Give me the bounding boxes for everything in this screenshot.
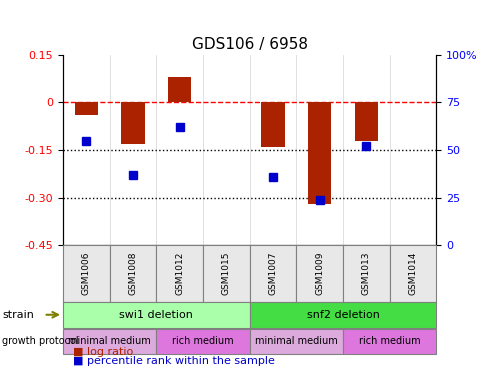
FancyBboxPatch shape — [63, 329, 156, 354]
Text: swi1 deletion: swi1 deletion — [119, 310, 193, 320]
FancyBboxPatch shape — [249, 245, 296, 302]
Bar — [75, 102, 98, 115]
Text: growth protocol: growth protocol — [2, 336, 79, 347]
FancyBboxPatch shape — [63, 245, 109, 302]
Bar — [168, 77, 191, 102]
Text: GSM1015: GSM1015 — [222, 252, 230, 295]
FancyBboxPatch shape — [156, 245, 203, 302]
Text: GSM1008: GSM1008 — [128, 252, 137, 295]
Text: minimal medium: minimal medium — [68, 336, 151, 347]
Text: GSM1006: GSM1006 — [82, 252, 91, 295]
Bar — [307, 102, 331, 204]
FancyBboxPatch shape — [63, 302, 249, 328]
Text: ■ log ratio: ■ log ratio — [73, 347, 133, 357]
FancyBboxPatch shape — [156, 329, 249, 354]
Text: minimal medium: minimal medium — [255, 336, 337, 347]
FancyBboxPatch shape — [296, 245, 342, 302]
Text: rich medium: rich medium — [172, 336, 233, 347]
FancyBboxPatch shape — [249, 329, 342, 354]
FancyBboxPatch shape — [249, 302, 436, 328]
Text: GSM1013: GSM1013 — [361, 252, 370, 295]
FancyBboxPatch shape — [342, 329, 436, 354]
FancyBboxPatch shape — [342, 245, 389, 302]
Bar — [261, 102, 284, 147]
Text: rich medium: rich medium — [358, 336, 420, 347]
Text: GSM1007: GSM1007 — [268, 252, 277, 295]
Text: snf2 deletion: snf2 deletion — [306, 310, 379, 320]
Bar — [121, 102, 144, 144]
Title: GDS106 / 6958: GDS106 / 6958 — [191, 37, 307, 52]
Text: GSM1012: GSM1012 — [175, 252, 184, 295]
Text: ■ percentile rank within the sample: ■ percentile rank within the sample — [73, 356, 274, 366]
FancyBboxPatch shape — [389, 245, 436, 302]
FancyBboxPatch shape — [203, 245, 249, 302]
Bar — [354, 102, 378, 141]
Text: GSM1014: GSM1014 — [408, 252, 417, 295]
FancyBboxPatch shape — [109, 245, 156, 302]
Text: GSM1009: GSM1009 — [315, 252, 324, 295]
Text: strain: strain — [2, 310, 34, 320]
